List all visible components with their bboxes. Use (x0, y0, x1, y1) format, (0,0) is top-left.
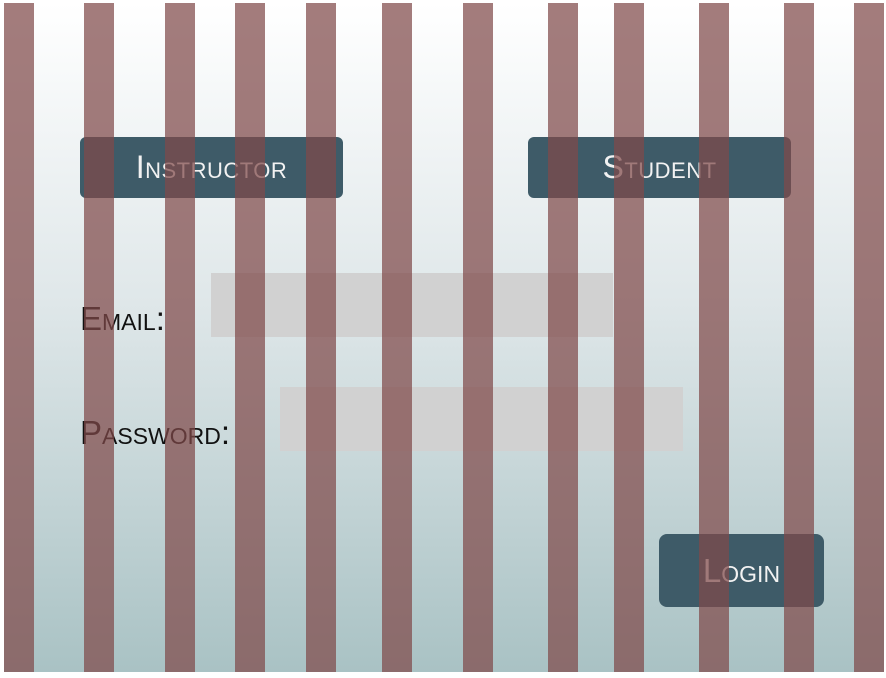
login-window: Instructor Student Email: Password: Logi… (4, 3, 884, 672)
stripe-overlay (382, 3, 412, 672)
email-label: Email: (80, 300, 165, 337)
password-field[interactable] (280, 387, 683, 451)
stripe-overlay (165, 3, 195, 672)
stripe-overlay (854, 3, 884, 672)
instructor-button[interactable]: Instructor (80, 137, 343, 198)
login-button[interactable]: Login (659, 534, 824, 607)
stripe-overlay (306, 3, 336, 672)
stripe-overlay (614, 3, 644, 672)
password-label: Password: (80, 414, 231, 451)
stripe-overlay (4, 3, 34, 672)
stripe-overlay (235, 3, 265, 672)
student-button[interactable]: Student (528, 137, 791, 198)
stripe-overlay (548, 3, 578, 672)
email-field[interactable] (211, 273, 613, 337)
stripe-overlay (463, 3, 493, 672)
